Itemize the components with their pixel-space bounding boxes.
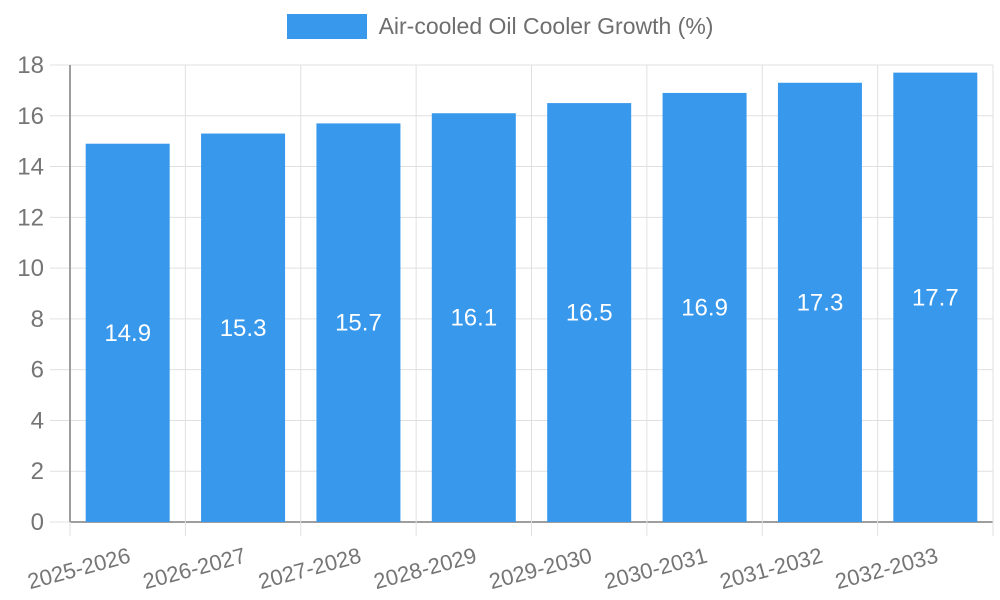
legend[interactable]: Air-cooled Oil Cooler Growth (%) (0, 14, 1000, 39)
x-axis-label: 2030-2031 (602, 543, 710, 594)
x-axis-label: 2027-2028 (256, 543, 364, 594)
x-axis-label: 2031-2032 (717, 543, 825, 594)
bar-value-label: 17.7 (912, 284, 959, 311)
y-axis-tick-label: 6 (31, 357, 44, 384)
bar[interactable] (893, 72, 978, 522)
bar[interactable] (662, 92, 747, 522)
y-axis-tick-label: 2 (31, 458, 44, 485)
bar-value-label: 14.9 (104, 320, 151, 347)
x-axis-label: 2025-2026 (25, 543, 133, 594)
bar[interactable] (201, 133, 286, 523)
bar-value-label: 16.9 (681, 294, 728, 321)
bar[interactable] (316, 123, 401, 523)
x-axis-label: 2029-2030 (486, 543, 594, 594)
y-axis-tick-label: 14 (17, 154, 44, 181)
x-axis-label: 2032-2033 (833, 543, 941, 594)
bar-value-label: 15.3 (220, 315, 267, 342)
y-axis-tick-label: 0 (31, 509, 44, 536)
x-axis-label: 2026-2027 (140, 543, 248, 594)
y-axis-tick-label: 18 (17, 52, 44, 79)
y-axis-tick-label: 8 (31, 306, 44, 333)
bar-value-label: 17.3 (797, 289, 844, 316)
bar-value-label: 15.7 (335, 310, 382, 337)
bar[interactable] (431, 113, 516, 522)
bar[interactable] (85, 143, 170, 522)
bar-value-label: 16.1 (450, 305, 497, 332)
bar[interactable] (547, 103, 632, 522)
legend-swatch (286, 14, 367, 39)
y-axis-tick-label: 16 (17, 103, 44, 130)
y-axis-tick-label: 10 (17, 255, 44, 282)
y-axis-tick-label: 12 (17, 204, 44, 231)
legend-label: Air-cooled Oil Cooler Growth (%) (378, 13, 714, 39)
x-axis-label: 2028-2029 (371, 543, 479, 594)
bar[interactable] (777, 82, 862, 523)
y-axis-tick-label: 4 (31, 407, 44, 434)
bar-value-label: 16.5 (566, 300, 613, 327)
